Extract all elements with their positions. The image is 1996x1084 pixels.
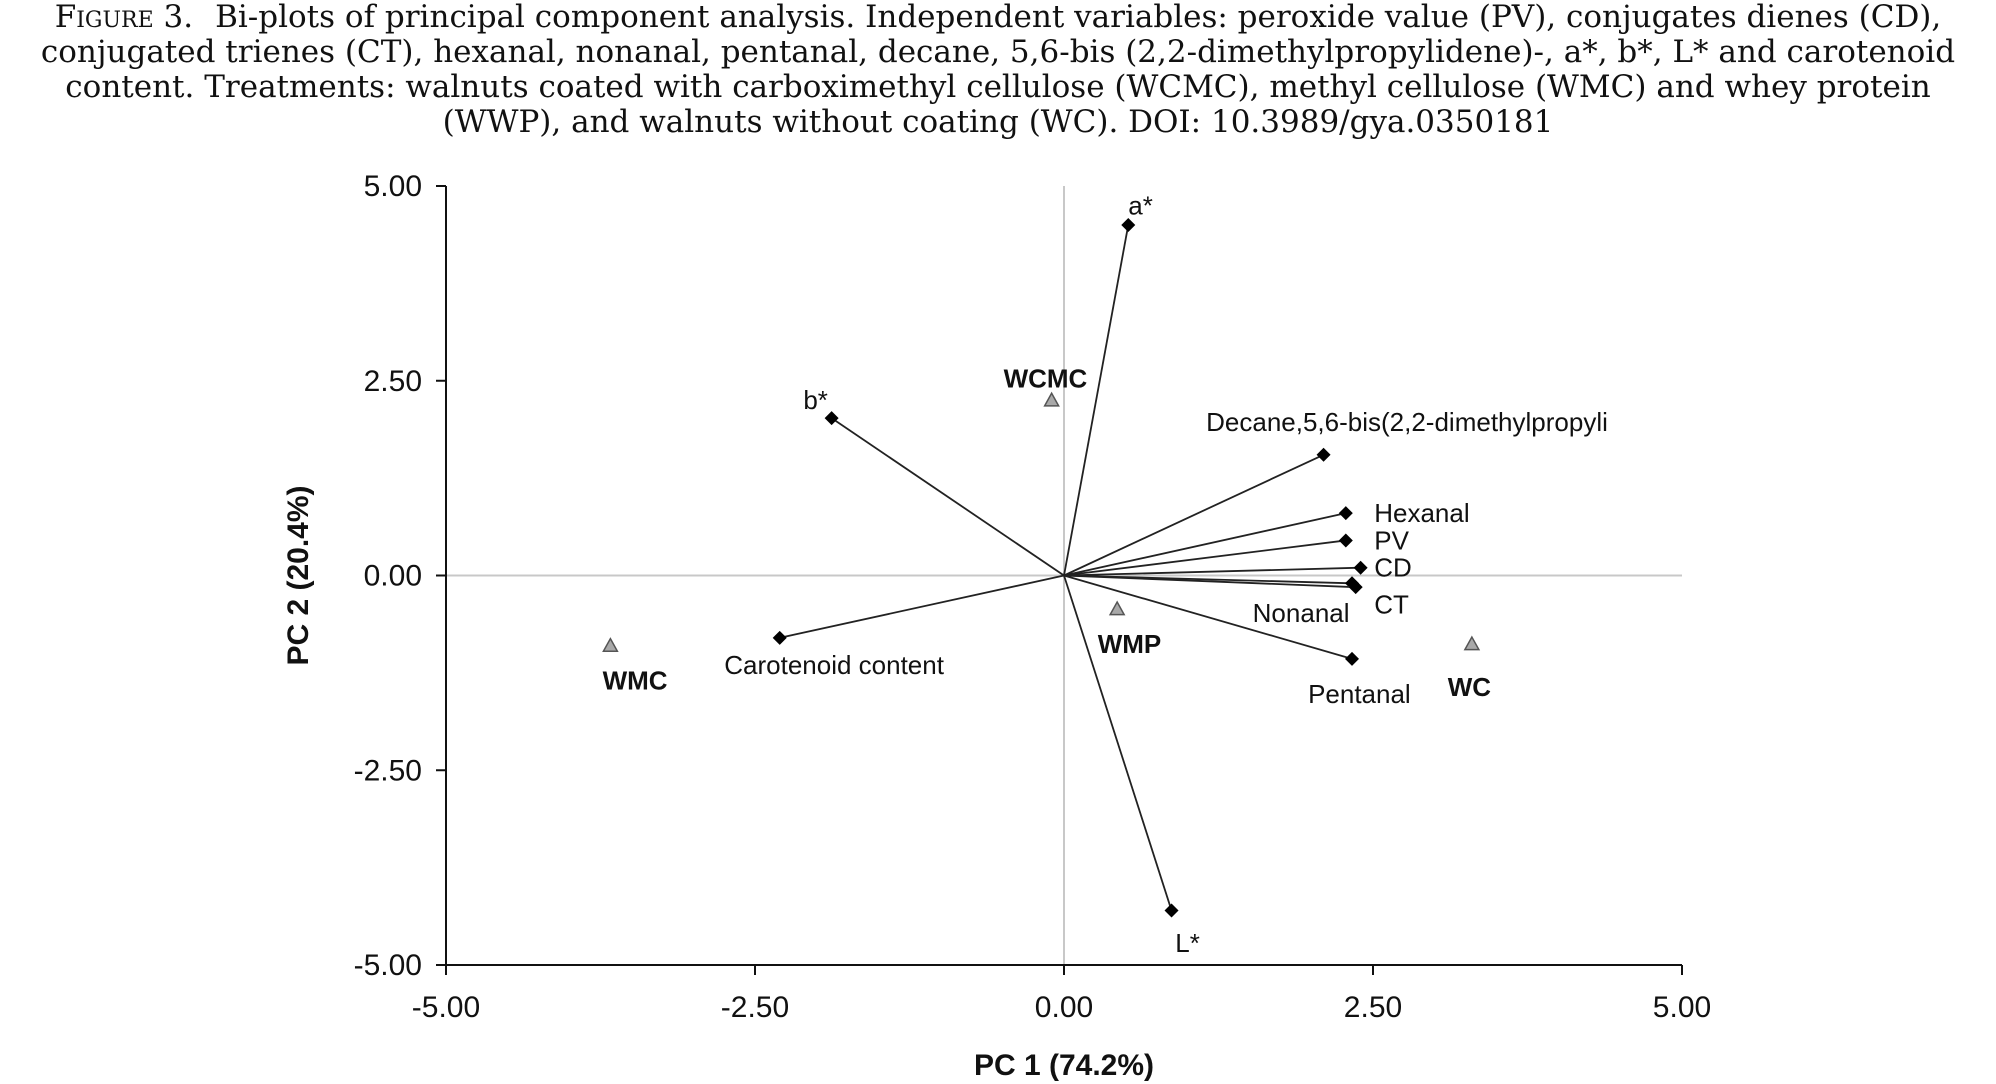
loading-label: Decane,5,6-bis(2,2-dimethylpropyli	[1206, 407, 1608, 437]
loading-marker	[1353, 560, 1368, 575]
x-tick-label: 5.00	[1653, 991, 1711, 1024]
loading-vector	[1063, 575, 1173, 911]
score-marker	[1108, 600, 1126, 616]
score-label: WCMC	[1004, 363, 1088, 393]
score-marker	[602, 637, 619, 652]
y-axis-title: PC 2 (20.4%)	[282, 485, 315, 665]
loading-label: L*	[1175, 928, 1200, 958]
loading-marker	[1338, 533, 1353, 548]
figure-caption: Figure 3. Bi-plots of principal component…	[10, 0, 1986, 140]
loading-vector	[1063, 224, 1130, 576]
loading-label: Carotenoid content	[724, 650, 944, 680]
loading-label: a*	[1128, 190, 1153, 220]
x-tick-label: -5.00	[412, 991, 480, 1024]
score-label: WMC	[603, 666, 668, 696]
y-ticks: 5.00 2.50 0.00 -2.50 -5.00	[354, 170, 446, 982]
loading-label: Pentanal	[1308, 679, 1411, 709]
loading-vector	[1063, 539, 1346, 577]
loading-marker	[1348, 580, 1363, 595]
loading-label: Hexanal	[1374, 498, 1469, 528]
x-tick-label: -2.50	[721, 991, 789, 1024]
score-label: WMP	[1098, 629, 1162, 659]
loading-vector	[1063, 574, 1356, 589]
caption-lead: Figure 3.	[54, 0, 194, 35]
y-tick-label: 0.00	[364, 560, 422, 593]
caption-text: Bi-plots of principal component analysis…	[40, 0, 1956, 140]
loading-marker	[1121, 217, 1136, 232]
y-tick-label: -2.50	[354, 754, 422, 787]
loading-label: CD	[1374, 553, 1412, 583]
loading-vector	[1063, 512, 1347, 577]
loading-vector	[1063, 566, 1361, 577]
score-marker	[1043, 391, 1060, 407]
loading-label: CT	[1374, 589, 1409, 619]
loading-marker	[824, 411, 839, 426]
x-ticks: -5.00 -2.50 0.00 2.50 5.00	[412, 965, 1711, 1024]
point-labels: a* b* Decane,5,6-bis(2,2-dimethylpropyli He…	[603, 190, 1608, 958]
loading-marker	[1164, 903, 1179, 918]
loading-label: b*	[803, 385, 828, 415]
loading-label: Nonanal	[1253, 598, 1350, 628]
score-label: WC	[1448, 672, 1492, 702]
x-tick-label: 0.00	[1035, 991, 1093, 1024]
loading-label: PV	[1374, 525, 1409, 555]
loading-vector	[779, 574, 1065, 639]
loading-vectors	[772, 217, 1368, 918]
loading-marker	[772, 630, 787, 645]
y-tick-label: 5.00	[364, 170, 422, 203]
loading-vector	[1063, 574, 1353, 660]
loading-vector	[831, 417, 1065, 577]
score-marker	[1463, 635, 1481, 651]
loading-marker	[1316, 447, 1331, 462]
loading-vector	[1063, 453, 1324, 577]
score-points	[602, 391, 1481, 652]
x-axis-title: PC 1 (74.2%)	[974, 1049, 1154, 1082]
y-tick-label: -5.00	[354, 949, 422, 982]
loading-marker	[1344, 651, 1359, 666]
loading-marker	[1338, 506, 1353, 521]
y-tick-label: 2.50	[364, 365, 422, 398]
x-tick-label: 2.50	[1344, 991, 1402, 1024]
